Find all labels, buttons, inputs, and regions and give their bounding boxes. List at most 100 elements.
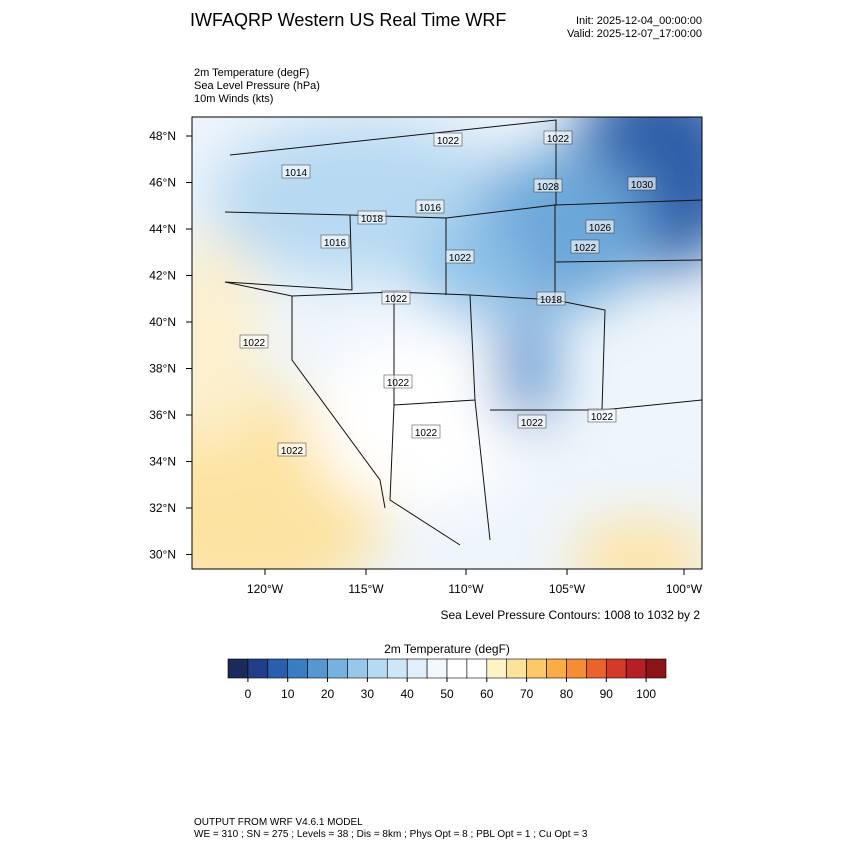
lat-label: 46°N: [149, 176, 176, 190]
map-frame: [191, 116, 703, 570]
contour-label-box: [445, 249, 475, 264]
colorbar-tick-label: 40: [401, 687, 415, 701]
colorbar-swatch: [546, 658, 567, 679]
lat-label: 38°N: [149, 362, 176, 376]
contour-label: 1026: [589, 223, 612, 234]
field-label: 2m Temperature (degF): [194, 67, 309, 79]
colorbar-swatch: [426, 658, 448, 679]
valid-time: Valid: 2025-12-07_17:00:00: [567, 28, 702, 40]
contour-label-box: [517, 414, 547, 429]
colorbar-tick-label: 80: [560, 687, 574, 701]
contour-label: 1016: [324, 238, 347, 249]
lat-label: 48°N: [149, 129, 176, 143]
colorbar-tick-label: 90: [600, 687, 614, 701]
contour-label-box: [543, 130, 573, 145]
contour-label: 1028: [537, 182, 560, 193]
lat-label: 30°N: [149, 548, 176, 562]
contour-label: 1014: [285, 168, 308, 179]
colorbar-swatch: [586, 658, 607, 679]
contour-label: 1018: [361, 214, 384, 225]
colorbar-swatch: [466, 658, 488, 679]
lat-label: 36°N: [149, 408, 176, 422]
contour-label-box: [411, 424, 441, 439]
field-label: Sea Level Pressure (hPa): [194, 80, 320, 92]
lat-label: 42°N: [149, 269, 176, 283]
footer-line: OUTPUT FROM WRF V4.6.1 MODEL: [194, 817, 363, 828]
contour-label: 1022: [437, 136, 460, 147]
contour-label: 1022: [574, 243, 597, 254]
contour-label-box: [381, 290, 411, 305]
contour-label: 1030: [631, 180, 654, 191]
contour-label-box: [585, 219, 615, 234]
colorbar-title: 2m Temperature (degF): [384, 642, 510, 656]
contour-label-box: [320, 234, 350, 249]
field-label: 10m Winds (kts): [194, 93, 273, 105]
lat-label: 34°N: [149, 455, 176, 469]
lon-label: 105°W: [549, 582, 586, 596]
contour-label-box: [536, 291, 566, 306]
colorbar-swatch: [566, 658, 587, 679]
map-field: [192, 117, 702, 569]
contour-label: 1022: [521, 418, 544, 429]
colorbar-swatch: [287, 658, 308, 679]
init-time: Init: 2025-12-04_00:00:00: [576, 15, 702, 27]
colorbar-swatch: [267, 658, 289, 679]
lon-label: 110°W: [448, 582, 484, 596]
colorbar-swatch: [526, 658, 547, 679]
contour-label: 1022: [385, 294, 408, 305]
colorbar-swatch: [625, 658, 647, 679]
colorbar-swatch: [386, 658, 408, 679]
lon-label: 100°W: [666, 582, 703, 596]
contour-label-box: [383, 374, 413, 389]
contour-label-box: [627, 176, 657, 191]
lat-label: 44°N: [149, 222, 176, 236]
colorbar-tick-label: 70: [520, 687, 534, 701]
colorbar-swatch: [486, 658, 508, 679]
lat-label: 32°N: [149, 501, 176, 515]
contour-label: 1018: [540, 295, 563, 306]
colorbar-tick-label: 10: [281, 687, 295, 701]
contour-label: 1022: [415, 428, 438, 439]
footer-line: WE = 310 ; SN = 275 ; Levels = 38 ; Dis …: [194, 829, 588, 840]
colorbar-swatch: [327, 658, 348, 679]
colorbar-swatch: [506, 658, 527, 679]
contour-label: 1022: [591, 412, 614, 423]
colorbar-swatch: [446, 658, 468, 679]
contour-label-box: [533, 178, 563, 193]
colorbar-tick-label: 30: [361, 687, 375, 701]
lon-label: 115°W: [348, 582, 384, 596]
colorbar-swatch: [645, 658, 667, 679]
contour-label-box: [357, 210, 387, 225]
contour-label-box: [277, 442, 307, 457]
colorbar-swatch: [247, 658, 269, 679]
colorbar-swatch: [406, 658, 428, 679]
contour-label: 1022: [387, 378, 410, 389]
contour-label-box: [415, 199, 445, 214]
contour-label-box: [433, 132, 463, 147]
contour-label: 1022: [449, 253, 472, 264]
colorbar-swatch: [605, 658, 627, 679]
contour-note: Sea Level Pressure Contours: 1008 to 103…: [441, 608, 701, 622]
lon-label: 120°W: [247, 582, 284, 596]
contour-label: 1016: [419, 203, 442, 214]
colorbar-swatch: [347, 658, 368, 679]
contour-label: 1022: [547, 134, 570, 145]
borders: [224, 119, 702, 546]
contour-label-box: [239, 334, 269, 349]
colorbar-swatch: [227, 658, 249, 679]
contour-label: 1022: [243, 338, 266, 349]
contour-label: 1022: [281, 446, 304, 457]
colorbar-tick-label: 50: [440, 687, 454, 701]
contour-label-box: [570, 239, 600, 254]
colorbar-swatch: [307, 658, 328, 679]
colorbar-tick-label: 100: [636, 687, 656, 701]
colorbar-tick-label: 20: [321, 687, 335, 701]
colorbar-tick-label: 0: [245, 687, 252, 701]
colorbar-swatch: [367, 658, 388, 679]
contour-label-box: [587, 408, 617, 423]
title: IWFAQRP Western US Real Time WRF: [190, 10, 506, 30]
contour-label-box: [281, 164, 311, 179]
lat-label: 40°N: [149, 315, 176, 329]
